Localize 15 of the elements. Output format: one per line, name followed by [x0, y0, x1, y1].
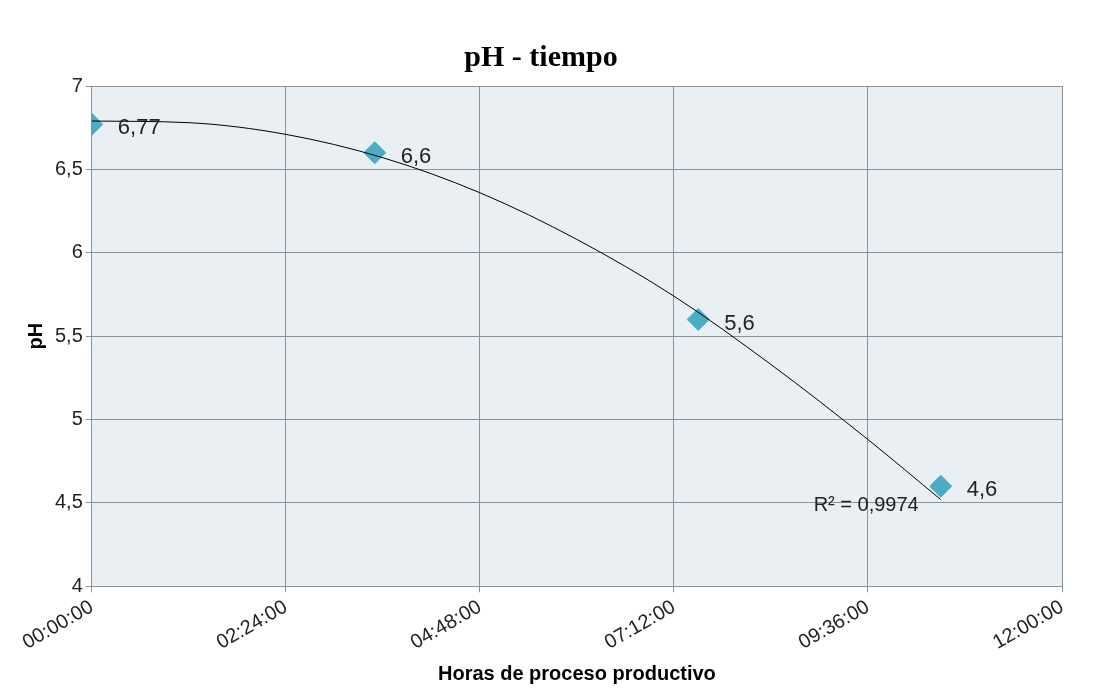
y-tick-label: 5,5	[54, 323, 83, 346]
data-label: 5,6	[724, 309, 755, 335]
annotation: R² = 0,9974	[813, 493, 919, 516]
y-axis-title: pH	[23, 322, 46, 350]
y-tick-label: 4,5	[54, 490, 83, 513]
y-tick-label: 6,5	[54, 156, 83, 179]
y-tick-label: 4	[71, 573, 83, 596]
y-tick-label: 7	[71, 73, 83, 96]
y-tick-label: 6	[71, 240, 83, 263]
x-axis-title: Horas de proceso productivo	[437, 661, 716, 684]
chart-title: pH - tiempo	[464, 38, 618, 72]
data-label: 6,6	[400, 142, 432, 168]
data-label: 6,77	[117, 114, 161, 140]
y-tick-label: 5	[71, 407, 83, 430]
data-label: 4,6	[966, 476, 998, 502]
